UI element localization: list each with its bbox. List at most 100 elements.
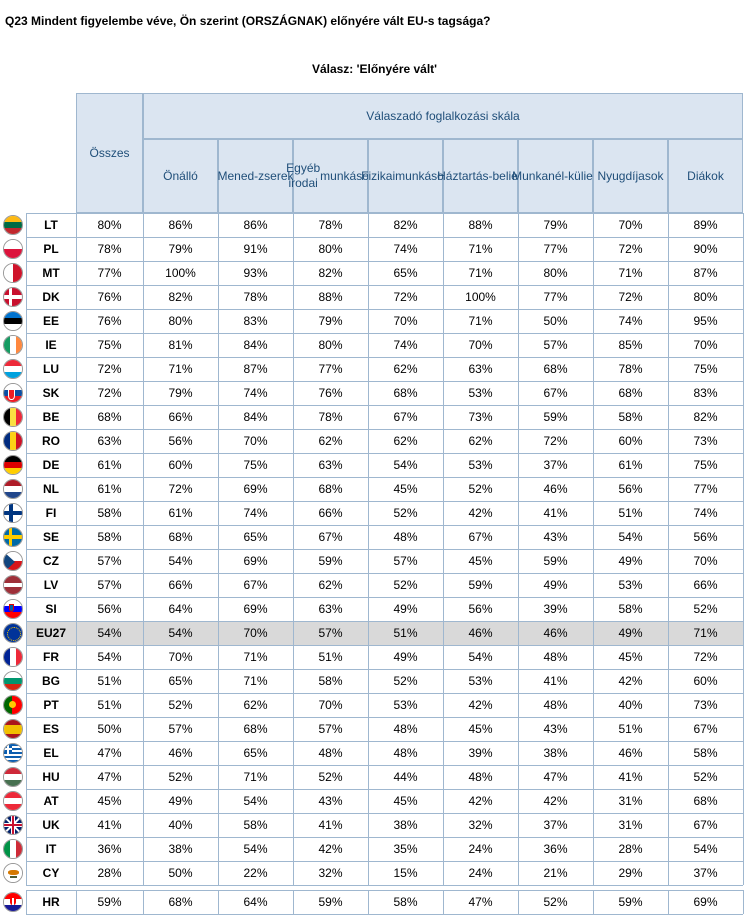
table-cell: 48%: [543, 698, 568, 712]
flag-icon-ie: [3, 335, 23, 355]
table-cell: 50%: [97, 722, 122, 736]
table-cell: 68%: [168, 530, 193, 544]
table-cell: 66%: [168, 578, 193, 592]
header-overall: Összes: [76, 93, 143, 213]
table-cell: 42%: [318, 842, 343, 856]
table-cell: 61%: [168, 506, 193, 520]
table-cell: 76%: [97, 290, 122, 304]
table-cell: 65%: [243, 746, 268, 760]
table-cell: 68%: [393, 386, 418, 400]
row-divider: [26, 717, 743, 718]
column-divider: [518, 890, 519, 914]
table-cell: 84%: [243, 410, 268, 424]
country-code: LV: [43, 578, 59, 592]
row-divider: [26, 885, 743, 886]
table-cell: 86%: [168, 218, 193, 232]
table-cell: 52%: [393, 674, 418, 688]
row-divider: [26, 914, 743, 915]
table-cell: 54%: [618, 530, 643, 544]
column-divider: [76, 213, 77, 885]
country-code: SI: [45, 602, 57, 616]
table-cell: 79%: [168, 242, 193, 256]
table-cell: 70%: [243, 626, 268, 640]
table-cell: 95%: [693, 314, 718, 328]
table-cell: 82%: [168, 290, 193, 304]
table-cell: 39%: [543, 602, 568, 616]
country-code: EL: [43, 746, 59, 760]
table-cell: 53%: [468, 458, 493, 472]
table-cell: 58%: [618, 410, 643, 424]
table-cell: 70%: [243, 434, 268, 448]
table-cell: 62%: [318, 434, 343, 448]
table-cell: 71%: [243, 650, 268, 664]
table-cell: 43%: [318, 794, 343, 808]
table-cell: 62%: [393, 434, 418, 448]
table-cell: 72%: [618, 242, 643, 256]
table-cell: 47%: [543, 770, 568, 784]
table-cell: 68%: [318, 482, 343, 496]
table-cell: 71%: [618, 266, 643, 280]
column-divider: [26, 890, 27, 914]
row-divider: [26, 813, 743, 814]
table-cell: 77%: [543, 290, 568, 304]
flag-icon-eu: [3, 623, 23, 643]
table-cell: 21%: [543, 866, 568, 880]
row-divider: [26, 213, 743, 214]
table-cell: 51%: [318, 650, 343, 664]
country-code: AT: [43, 794, 59, 808]
table-cell: 49%: [168, 794, 193, 808]
row-divider: [26, 525, 743, 526]
table-cell: 58%: [318, 674, 343, 688]
table-cell: 83%: [243, 314, 268, 328]
row-divider: [26, 477, 743, 478]
table-cell: 54%: [693, 842, 718, 856]
table-cell: 100%: [465, 290, 496, 304]
table-cell: 74%: [693, 506, 718, 520]
header-group: Válaszadó foglalkozási skála: [143, 93, 743, 139]
table-cell: 63%: [468, 362, 493, 376]
column-divider: [368, 213, 369, 885]
table-cell: 41%: [97, 818, 122, 832]
table-cell: 100%: [165, 266, 196, 280]
flag-icon-be: [3, 407, 23, 427]
table-cell: 67%: [318, 530, 343, 544]
table-cell: 60%: [693, 674, 718, 688]
table-cell: 66%: [693, 578, 718, 592]
flag-icon-sk: [3, 383, 23, 403]
table-cell: 78%: [243, 290, 268, 304]
table-cell: 58%: [618, 602, 643, 616]
table-cell: 49%: [543, 578, 568, 592]
table-cell: 71%: [468, 266, 493, 280]
table-cell: 53%: [468, 386, 493, 400]
table-cell: 54%: [97, 650, 122, 664]
table-cell: 71%: [243, 674, 268, 688]
table-cell: 54%: [97, 626, 122, 640]
table-cell: 47%: [97, 746, 122, 760]
flag-icon-uk: [3, 815, 23, 835]
table-cell: 75%: [243, 458, 268, 472]
flag-icon-si: [3, 599, 23, 619]
table-cell: 75%: [693, 458, 718, 472]
header-col-1: Önálló: [143, 139, 218, 213]
column-divider: [218, 213, 219, 885]
table-cell: 69%: [243, 602, 268, 616]
table-cell: 52%: [468, 482, 493, 496]
flag-icon-bg: [3, 671, 23, 691]
country-code: EE: [42, 314, 59, 328]
table-cell: 57%: [318, 722, 343, 736]
header-col-2: Mened-zserek: [217, 139, 294, 213]
table-cell: 22%: [243, 866, 268, 880]
table-cell: 69%: [243, 554, 268, 568]
table-cell: 70%: [618, 218, 643, 232]
row-divider: [26, 861, 743, 862]
table-cell: 80%: [693, 290, 718, 304]
table-cell: 48%: [393, 746, 418, 760]
table-cell: 43%: [543, 722, 568, 736]
table-cell: 80%: [168, 314, 193, 328]
table-cell: 45%: [393, 482, 418, 496]
column-divider: [443, 213, 444, 885]
column-divider: [743, 890, 744, 914]
header-col-7: Nyugdíjasok: [593, 139, 668, 213]
table-cell: 51%: [618, 506, 643, 520]
flag-icon-fr: [3, 647, 23, 667]
